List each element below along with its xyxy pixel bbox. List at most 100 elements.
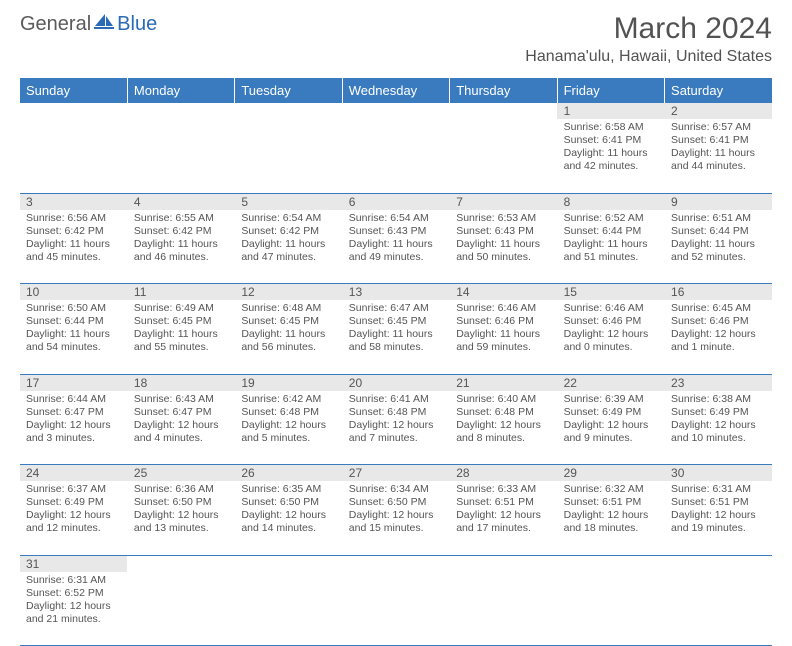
daylight2-text: and 45 minutes.	[26, 251, 121, 264]
day-number-cell: 26	[235, 465, 342, 482]
sunset-text: Sunset: 6:49 PM	[26, 496, 121, 509]
daylight2-text: and 51 minutes.	[564, 251, 658, 264]
sunset-text: Sunset: 6:45 PM	[349, 315, 443, 328]
detail-row: Sunrise: 6:31 AMSunset: 6:52 PMDaylight:…	[20, 572, 772, 646]
daylight1-text: Daylight: 11 hours	[456, 238, 550, 251]
day-number-cell: 12	[235, 284, 342, 301]
daylight1-text: Daylight: 12 hours	[671, 328, 766, 341]
sunset-text: Sunset: 6:47 PM	[134, 406, 228, 419]
location-text: Hanama'ulu, Hawaii, United States	[525, 48, 772, 66]
day-detail-cell: Sunrise: 6:52 AMSunset: 6:44 PMDaylight:…	[557, 210, 664, 284]
day-detail-cell	[235, 119, 342, 193]
title-block: March 2024 Hanama'ulu, Hawaii, United St…	[525, 12, 772, 66]
sunset-text: Sunset: 6:51 PM	[671, 496, 766, 509]
sunrise-text: Sunrise: 6:45 AM	[671, 302, 766, 315]
daynum-row: 10111213141516	[20, 284, 772, 301]
sunset-text: Sunset: 6:41 PM	[671, 134, 766, 147]
day-number-cell: 10	[20, 284, 127, 301]
day-detail-cell: Sunrise: 6:51 AMSunset: 6:44 PMDaylight:…	[665, 210, 772, 284]
sunrise-text: Sunrise: 6:31 AM	[671, 483, 766, 496]
sunset-text: Sunset: 6:46 PM	[564, 315, 658, 328]
day-detail-cell	[20, 119, 127, 193]
daylight1-text: Daylight: 12 hours	[671, 509, 766, 522]
logo: General Blue	[20, 12, 157, 36]
day-detail-cell: Sunrise: 6:33 AMSunset: 6:51 PMDaylight:…	[450, 481, 557, 555]
sunset-text: Sunset: 6:43 PM	[456, 225, 550, 238]
sunrise-text: Sunrise: 6:34 AM	[349, 483, 443, 496]
daylight2-text: and 14 minutes.	[241, 522, 335, 535]
daylight2-text: and 21 minutes.	[26, 613, 121, 626]
daylight2-text: and 54 minutes.	[26, 341, 121, 354]
day-detail-cell: Sunrise: 6:39 AMSunset: 6:49 PMDaylight:…	[557, 391, 664, 465]
daynum-row: 24252627282930	[20, 465, 772, 482]
daylight2-text: and 9 minutes.	[564, 432, 658, 445]
sunrise-text: Sunrise: 6:52 AM	[564, 212, 658, 225]
daylight1-text: Daylight: 11 hours	[241, 328, 335, 341]
day-detail-cell: Sunrise: 6:55 AMSunset: 6:42 PMDaylight:…	[127, 210, 234, 284]
daylight1-text: Daylight: 12 hours	[26, 509, 121, 522]
daylight2-text: and 7 minutes.	[349, 432, 443, 445]
daylight1-text: Daylight: 12 hours	[26, 600, 121, 613]
daylight2-text: and 5 minutes.	[241, 432, 335, 445]
daylight1-text: Daylight: 12 hours	[564, 509, 658, 522]
daylight1-text: Daylight: 12 hours	[241, 419, 335, 432]
day-number-cell: 16	[665, 284, 772, 301]
day-detail-cell: Sunrise: 6:40 AMSunset: 6:48 PMDaylight:…	[450, 391, 557, 465]
daylight2-text: and 0 minutes.	[564, 341, 658, 354]
sunrise-text: Sunrise: 6:53 AM	[456, 212, 550, 225]
sunrise-text: Sunrise: 6:43 AM	[134, 393, 228, 406]
day-number-cell: 3	[20, 193, 127, 210]
detail-row: Sunrise: 6:56 AMSunset: 6:42 PM Daylight:…	[20, 210, 772, 284]
sunrise-text: Sunrise: 6:39 AM	[564, 393, 658, 406]
day-number-cell: 31	[20, 555, 127, 572]
daylight1-text: Daylight: 12 hours	[564, 328, 658, 341]
sunset-text: Sunset: 6:47 PM	[26, 406, 121, 419]
daylight2-text: and 18 minutes.	[564, 522, 658, 535]
day-number-cell: 6	[342, 193, 449, 210]
day-number-cell: 8	[557, 193, 664, 210]
day-detail-cell: Sunrise: 6:44 AMSunset: 6:47 PMDaylight:…	[20, 391, 127, 465]
day-detail-cell: Sunrise: 6:31 AMSunset: 6:52 PMDaylight:…	[20, 572, 127, 646]
sunrise-text: Sunrise: 6:55 AM	[134, 212, 228, 225]
daylight1-text: Daylight: 12 hours	[456, 419, 550, 432]
sunset-text: Sunset: 6:45 PM	[241, 315, 335, 328]
day-number-cell	[127, 555, 234, 572]
day-number-cell: 18	[127, 374, 234, 391]
sunrise-text: Sunrise: 6:41 AM	[349, 393, 443, 406]
day-number-cell: 24	[20, 465, 127, 482]
sunset-text: Sunset: 6:51 PM	[564, 496, 658, 509]
detail-row: Sunrise: 6:58 AMSunset: 6:41 PMDaylight:…	[20, 119, 772, 193]
sunrise-text: Sunrise: 6:31 AM	[26, 574, 121, 587]
detail-row: Sunrise: 6:44 AMSunset: 6:47 PMDaylight:…	[20, 391, 772, 465]
sunrise-text: Sunrise: 6:36 AM	[134, 483, 228, 496]
day-detail-cell	[450, 119, 557, 193]
day-detail-cell: Sunrise: 6:38 AMSunset: 6:49 PMDaylight:…	[665, 391, 772, 465]
sunset-text: Sunset: 6:44 PM	[564, 225, 658, 238]
day-detail-cell: Sunrise: 6:47 AMSunset: 6:45 PMDaylight:…	[342, 300, 449, 374]
day-detail-cell: Sunrise: 6:46 AMSunset: 6:46 PMDaylight:…	[557, 300, 664, 374]
day-detail-cell	[127, 119, 234, 193]
sunset-text: Sunset: 6:41 PM	[564, 134, 658, 147]
sunset-text: Sunset: 6:46 PM	[671, 315, 766, 328]
logo-text-blue: Blue	[117, 13, 157, 36]
day-detail-cell: Sunrise: 6:36 AMSunset: 6:50 PMDaylight:…	[127, 481, 234, 555]
daylight1-text: Daylight: 12 hours	[134, 419, 228, 432]
day-detail-cell: Sunrise: 6:54 AMSunset: 6:42 PMDaylight:…	[235, 210, 342, 284]
sunset-text: Sunset: 6:48 PM	[241, 406, 335, 419]
day-number-cell: 11	[127, 284, 234, 301]
daynum-row: 31	[20, 555, 772, 572]
daylight1-text: Daylight: 12 hours	[134, 509, 228, 522]
day-detail-cell: Sunrise: 6:42 AMSunset: 6:48 PMDaylight:…	[235, 391, 342, 465]
sunrise-text: Sunrise: 6:33 AM	[456, 483, 550, 496]
day-number-cell	[450, 103, 557, 119]
sunset-text: Sunset: 6:45 PM	[134, 315, 228, 328]
sunrise-text: Sunrise: 6:56 AM	[26, 212, 121, 225]
day-number-cell	[235, 555, 342, 572]
sunrise-text: Sunrise: 6:38 AM	[671, 393, 766, 406]
sunset-text: Sunset: 6:42 PM	[26, 225, 121, 238]
sunset-text: Sunset: 6:50 PM	[241, 496, 335, 509]
daylight2-text: and 55 minutes.	[134, 341, 228, 354]
sunrise-text: Sunrise: 6:46 AM	[456, 302, 550, 315]
daylight1-text: Daylight: 11 hours	[671, 147, 766, 160]
weekday-header: Saturday	[665, 78, 772, 103]
